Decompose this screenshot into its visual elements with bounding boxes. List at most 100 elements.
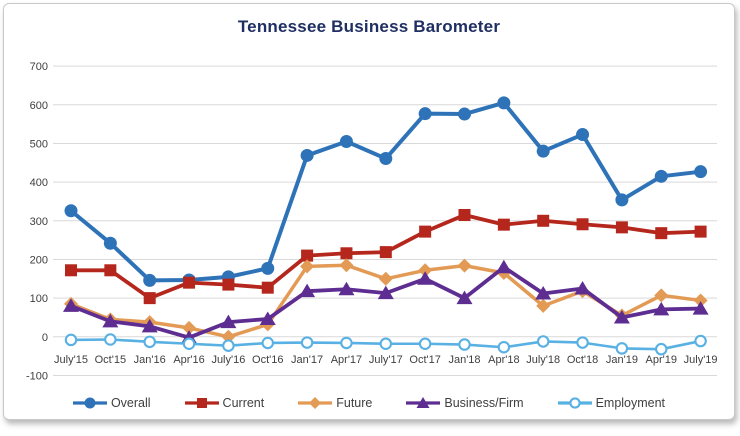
data-point-employment	[615, 342, 629, 355]
data-point-future	[418, 263, 433, 278]
chart-card: 700 600 500 400 300 200 100 0 -100 July'15 Oct'15 J…	[3, 3, 735, 420]
chart-title: Tennessee Business Barometer	[237, 17, 501, 36]
legend-label: Current	[222, 396, 265, 410]
data-point-current	[655, 227, 668, 240]
data-point-business-firm	[102, 313, 119, 328]
data-point-overall	[103, 236, 117, 250]
legend-marker-triangle-icon	[406, 397, 441, 408]
data-point-overall	[615, 193, 629, 207]
data-point-overall	[654, 169, 668, 183]
data-point-overall	[418, 107, 432, 121]
data-point-current	[615, 221, 628, 234]
legend-item-overall[interactable]: Overall	[72, 396, 151, 410]
data-point-employment	[182, 337, 196, 351]
x-tick-label: Jan'18	[448, 354, 480, 366]
data-point-employment	[261, 336, 274, 350]
data-point-business-firm	[141, 318, 158, 333]
data-point-business-firm	[613, 309, 630, 324]
legend-label: Business/Firm	[444, 396, 524, 410]
y-tick-label: 0	[42, 332, 48, 344]
x-tick-label: Apr'19	[646, 354, 677, 366]
x-tick-label: July'17	[369, 354, 403, 366]
legend-item-future[interactable]: Future	[298, 396, 372, 410]
data-point-future	[654, 288, 669, 303]
data-point-future	[536, 298, 551, 313]
data-point-current	[497, 218, 510, 231]
data-point-employment	[340, 336, 353, 350]
data-point-employment	[379, 337, 393, 351]
data-point-business-firm	[259, 311, 276, 326]
data-point-current	[65, 264, 77, 277]
data-point-employment	[222, 339, 235, 352]
legend-item-employment[interactable]: Employment	[557, 396, 666, 410]
y-tick-label: 100	[30, 293, 48, 305]
data-point-overall	[379, 152, 393, 166]
legend-label: Future	[336, 396, 373, 410]
legend-marker-square-icon	[184, 398, 219, 408]
data-point-business-firm	[417, 271, 434, 285]
data-point-current	[694, 225, 707, 238]
y-tick-label: 700	[30, 61, 48, 73]
y-tick-label: 300	[30, 216, 48, 228]
legend-marker-diamond-icon	[298, 397, 333, 409]
data-point-business-firm	[377, 285, 394, 300]
chart-canvas: 700 600 500 400 300 200 100 0 -100 July'15 Oct'15 J…	[26, 61, 718, 382]
data-point-future	[693, 293, 708, 308]
data-point-current	[143, 292, 156, 305]
x-tick-label: Apr'18	[488, 354, 519, 366]
data-point-business-firm	[299, 283, 316, 298]
x-tick-label: July'15	[54, 354, 88, 366]
data-point-overall	[497, 96, 511, 110]
data-point-current	[379, 246, 392, 259]
data-point-business-firm	[574, 280, 591, 295]
data-point-business-firm	[692, 301, 709, 315]
data-point-current	[537, 214, 550, 227]
data-point-employment	[418, 337, 432, 351]
data-point-employment	[300, 336, 314, 349]
data-point-current	[340, 247, 353, 260]
data-point-business-firm	[63, 298, 79, 312]
data-point-overall	[143, 273, 157, 287]
x-tick-label: Oct'15	[95, 354, 126, 366]
data-point-current	[301, 249, 314, 262]
legend-label: Employment	[595, 396, 666, 410]
x-tick-label: Apr'17	[331, 354, 362, 366]
data-point-current	[261, 281, 274, 294]
data-point-business-firm	[338, 281, 355, 296]
data-point-overall	[64, 204, 78, 218]
x-tick-label: Apr'16	[173, 354, 204, 366]
data-point-current	[458, 208, 471, 221]
data-point-employment	[104, 333, 117, 346]
data-point-overall	[261, 261, 275, 275]
data-point-current	[576, 218, 589, 231]
data-point-current	[419, 225, 432, 238]
data-point-business-firm	[456, 290, 473, 305]
data-point-overall	[576, 128, 590, 142]
y-tick-label: 600	[30, 100, 48, 112]
data-point-employment	[576, 336, 589, 349]
data-point-overall	[536, 144, 550, 158]
x-tick-label: July'19	[684, 354, 718, 366]
data-point-employment	[458, 338, 471, 351]
y-tick-label: -100	[26, 370, 48, 382]
data-point-current	[104, 264, 117, 277]
legend-marker-circle-icon	[72, 397, 107, 409]
data-point-future	[457, 258, 472, 273]
legend-item-current[interactable]: Current	[184, 396, 265, 410]
legend-item-business-firm[interactable]: Business/Firm	[406, 396, 524, 410]
data-point-overall	[339, 135, 353, 149]
x-tick-label: Oct'18	[567, 354, 598, 366]
data-point-overall	[694, 165, 708, 179]
data-point-future	[339, 258, 354, 273]
legend-label: Overall	[110, 396, 151, 410]
data-point-employment	[64, 333, 78, 347]
data-point-employment	[654, 342, 668, 356]
x-tick-label: July'16	[211, 354, 245, 366]
data-point-current	[222, 278, 235, 291]
data-point-employment	[143, 335, 156, 349]
y-tick-label: 400	[30, 177, 48, 189]
data-point-future	[300, 259, 315, 274]
data-point-business-firm	[220, 314, 237, 329]
data-point-employment	[694, 334, 707, 348]
x-tick-label: Jan'19	[606, 354, 638, 366]
